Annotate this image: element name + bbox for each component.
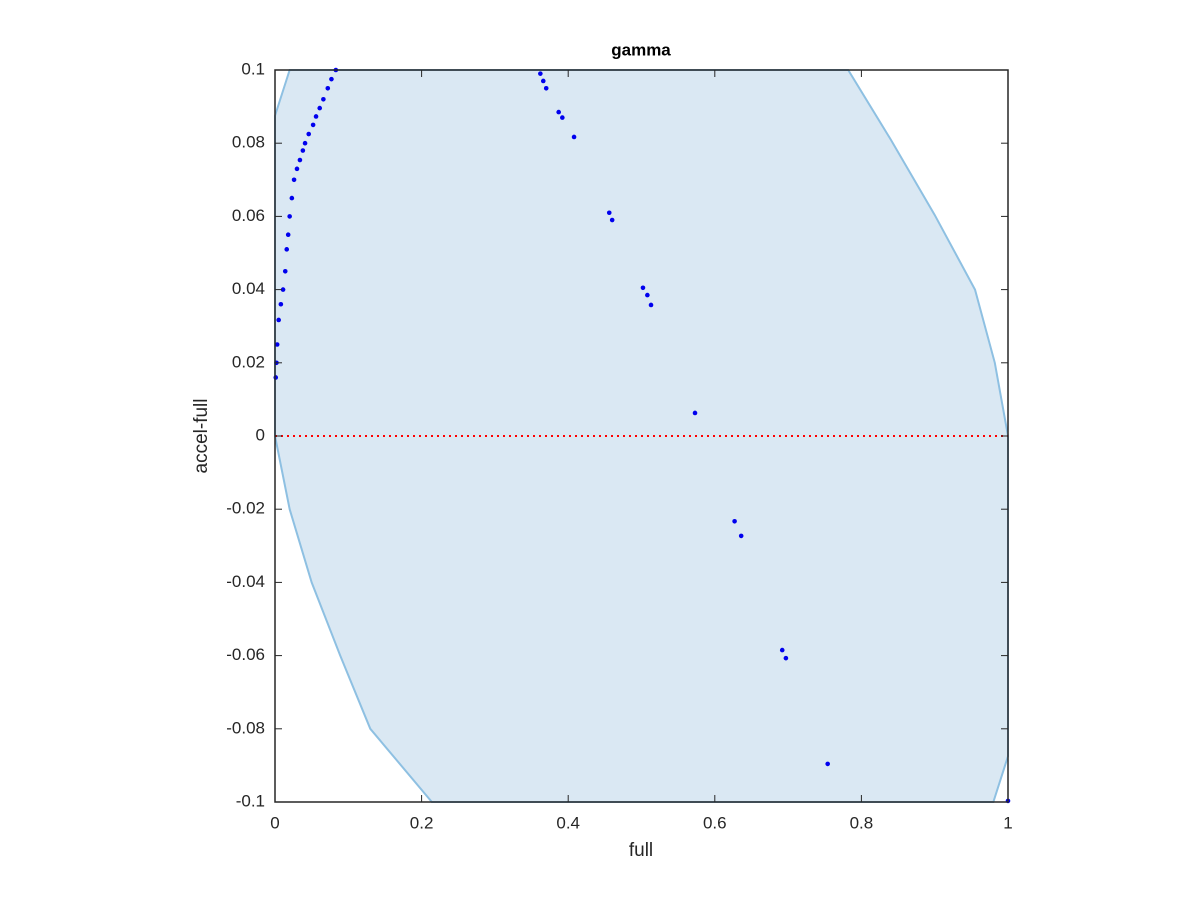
chart-title: gamma — [611, 40, 671, 59]
y-tick-label: 0 — [256, 425, 265, 444]
scatter-point — [276, 317, 281, 323]
y-tick-label: 0.06 — [232, 206, 265, 225]
scatter-point — [285, 232, 291, 237]
x-tick-label: 1 — [1003, 813, 1012, 832]
y-tick-label: 0.1 — [241, 59, 265, 78]
scatter-point — [692, 410, 698, 416]
scatter-point — [282, 269, 288, 274]
scatter-point — [287, 214, 292, 219]
scatter-point — [274, 342, 280, 347]
scatter-point — [313, 114, 319, 119]
scatter-point — [302, 140, 308, 146]
y-axis-label: accel-full — [191, 399, 212, 474]
scatter-point — [825, 761, 830, 767]
y-tick-label: 0.02 — [232, 352, 265, 371]
scatter-point — [310, 122, 316, 128]
x-tick-label: 0.2 — [410, 813, 434, 832]
scatter-point — [278, 301, 284, 307]
scatter-point — [640, 285, 646, 291]
scatter-point — [329, 76, 334, 82]
x-tick-label: 0.4 — [556, 813, 580, 832]
scatter-point — [306, 131, 312, 137]
scatter-point — [738, 533, 744, 539]
x-tick-label: 0 — [270, 813, 279, 832]
scatter-point — [297, 157, 303, 163]
scatter-point — [291, 177, 297, 183]
scatter-point — [556, 109, 561, 115]
scatter-point — [571, 134, 577, 140]
scatter-point — [321, 96, 326, 102]
scatter-point — [294, 166, 300, 172]
scatter-point — [783, 655, 789, 661]
scatter-point — [543, 86, 549, 91]
scatter-point — [289, 195, 295, 201]
scatter-point — [280, 287, 286, 292]
x-tick-label: 0.6 — [703, 813, 727, 832]
y-tick-label: 0.08 — [232, 133, 265, 152]
scatter-point — [606, 210, 612, 216]
scatter-point — [325, 86, 331, 91]
y-tick-label: -0.08 — [226, 718, 265, 737]
scatter-point — [300, 148, 306, 153]
scatter-point — [648, 302, 654, 308]
x-axis-label: full — [629, 840, 653, 861]
scatter-point — [609, 217, 615, 223]
scatter-point — [645, 292, 650, 298]
scatter-point — [538, 71, 543, 76]
scatter-point — [779, 647, 785, 653]
scatter-point — [560, 115, 565, 120]
scatter-point — [732, 518, 737, 524]
y-tick-label: -0.04 — [226, 572, 265, 591]
y-tick-label: 0.04 — [232, 279, 265, 298]
scatter-point — [540, 78, 546, 84]
scatter-point — [284, 247, 290, 252]
x-tick-label: 0.8 — [850, 813, 874, 832]
scatter-point — [317, 105, 323, 111]
y-tick-label: -0.1 — [236, 791, 265, 810]
y-tick-label: -0.06 — [226, 645, 265, 664]
y-tick-label: -0.02 — [226, 499, 265, 518]
